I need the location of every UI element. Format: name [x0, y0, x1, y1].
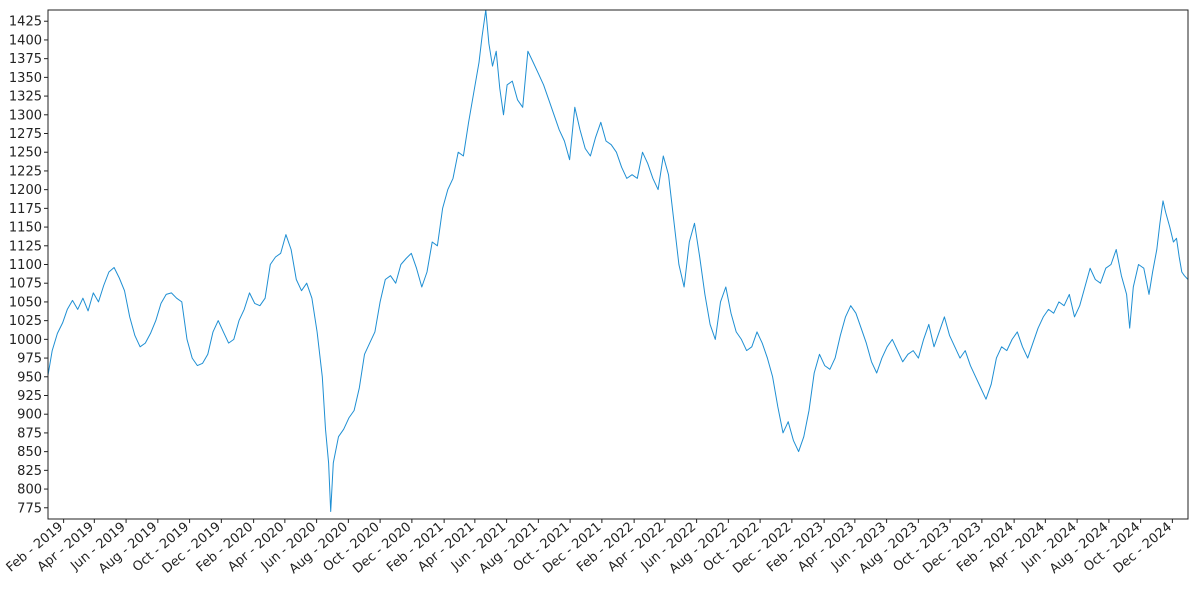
y-tick-label: 1250	[9, 146, 42, 161]
y-tick-label: 1325	[9, 90, 42, 105]
y-tick-label: 1400	[9, 33, 42, 48]
y-tick-label: 1300	[9, 108, 42, 123]
y-tick-label: 1200	[9, 183, 42, 198]
y-tick-label: 825	[17, 464, 42, 479]
y-tick-label: 1150	[9, 221, 42, 236]
y-tick-label: 1425	[9, 15, 42, 30]
y-tick-label: 975	[17, 352, 42, 367]
y-tick-label: 1025	[9, 314, 42, 329]
y-tick-label: 1000	[9, 333, 42, 348]
y-tick-label: 800	[17, 483, 42, 498]
y-tick-label: 1275	[9, 127, 42, 142]
series-layer	[47, 9, 1189, 512]
y-tick-label: 850	[17, 445, 42, 460]
y-tick-label: 1050	[9, 295, 42, 310]
y-tick-label: 950	[17, 370, 42, 385]
y-tick-label: 775	[17, 501, 42, 516]
y-tick-label: 1175	[9, 202, 42, 217]
y-tick-label: 1125	[9, 239, 42, 254]
y-tick-label: 1075	[9, 277, 42, 292]
y-tick-label: 925	[17, 389, 42, 404]
y-tick-label: 1375	[9, 52, 42, 67]
y-tick-label: 875	[17, 426, 42, 441]
plot-frame	[47, 9, 1189, 520]
y-tick-label: 900	[17, 408, 42, 423]
y-tick-label: 1225	[9, 164, 42, 179]
y-tick-label: 1100	[9, 258, 42, 273]
series-line-1	[47, 9, 1189, 512]
y-axis: 775 800 825 850 875 900 925 950 975 1000 1025 1050 1…	[9, 15, 48, 516]
y-tick-label: 1350	[9, 71, 42, 86]
